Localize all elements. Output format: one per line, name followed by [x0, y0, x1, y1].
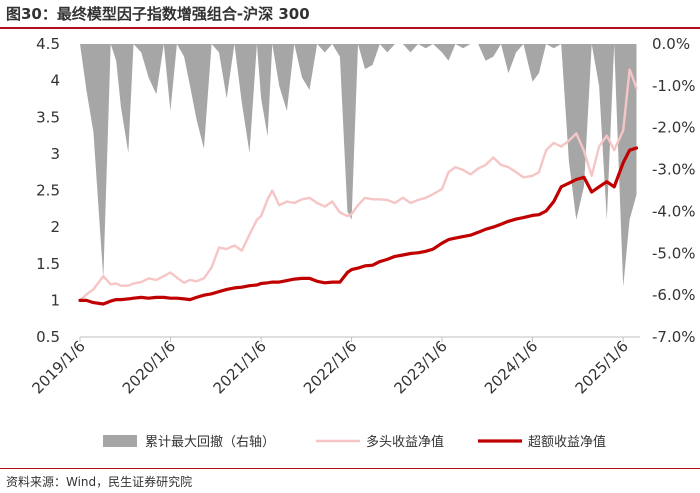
y-right-tick-label: -7.0%: [652, 328, 696, 346]
y-left-tick-label: 2: [50, 218, 60, 236]
legend-item-long-return: 多头收益净值: [316, 434, 444, 450]
y-left-tick-label: 3.5: [36, 108, 60, 126]
chart-title: 图30：最终模型因子指数增强组合-沪深 300: [6, 5, 310, 23]
y-right-tick-label: -5.0%: [652, 244, 696, 262]
y-right-tick-label: -1.0%: [652, 77, 696, 95]
title-bar: 图30：最终模型因子指数增强组合-沪深 300: [0, 0, 700, 26]
title-divider: [0, 27, 700, 29]
series-long-return-line: [78, 68, 638, 302]
y-right-tick-label: -4.0%: [652, 202, 696, 220]
y-right-tick-label: -6.0%: [652, 286, 696, 304]
legend-item-drawdown: 累计最大回撤（右轴）: [103, 434, 275, 450]
chart-legend: 累计最大回撤（右轴） 多头收益净值 超额收益净值: [103, 434, 606, 450]
x-tick-label: 2022/1/6: [300, 337, 360, 397]
x-tick-label: 2021/1/6: [210, 337, 270, 397]
y-left-tick-label: 4.5: [36, 35, 60, 53]
legend-label: 多头收益净值: [366, 434, 444, 450]
drawdown-area-layer: [80, 44, 637, 287]
series-excess-return-line: [78, 146, 639, 306]
y-left-tick-label: 0.5: [36, 328, 60, 346]
y-right-tick-label: -2.0%: [652, 119, 696, 137]
y-left-tick-label: 1.5: [36, 255, 60, 273]
chart-lines-layer: [78, 68, 639, 306]
source-divider: [0, 468, 700, 469]
source-note: 资料来源：Wind，民生证券研究院: [6, 475, 193, 489]
chart-canvas: 0.5 1 1.5 2 2.5 3 3.5 4 4.5 0.0% -1.0% -2.0% -3.0% -4…: [28, 35, 696, 450]
x-tick-label: 2025/1/6: [572, 337, 632, 397]
y-left-tick-label: 3: [50, 145, 60, 163]
x-tick-label: 2019/1/6: [28, 337, 88, 397]
y-left-tick-label: 1: [50, 291, 60, 309]
x-tick-label: 2020/1/6: [119, 337, 179, 397]
x-tick-label: 2023/1/6: [390, 337, 450, 397]
legend-item-excess-return: 超额收益净值: [478, 434, 606, 450]
y-left-tick-label: 4: [50, 72, 60, 90]
series-drawdown-area: [80, 44, 637, 287]
legend-label: 累计最大回撤（右轴）: [145, 434, 275, 450]
legend-swatch: [103, 435, 137, 447]
legend-label: 超额收益净值: [528, 434, 606, 450]
y-right-tick-label: 0.0%: [652, 35, 690, 53]
x-tick-label: 2024/1/6: [481, 337, 541, 397]
y-left-tick-label: 2.5: [36, 182, 60, 200]
y-right-tick-label: -3.0%: [652, 161, 696, 179]
